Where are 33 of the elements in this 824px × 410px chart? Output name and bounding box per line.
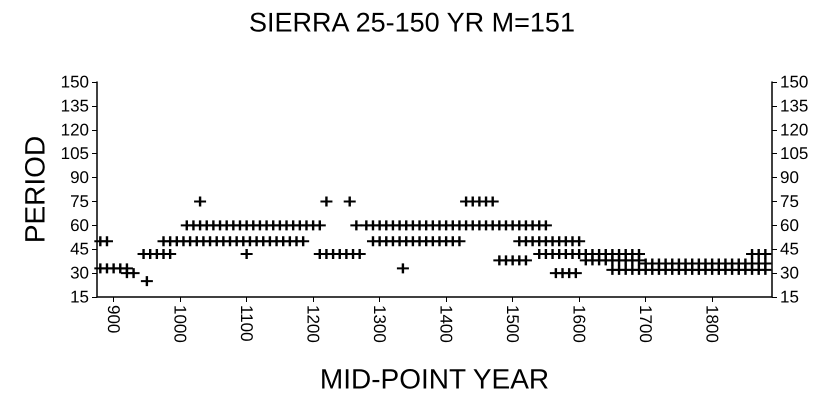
- x-tick-label: 1800: [702, 305, 722, 343]
- y-tick-label: 135: [60, 96, 89, 116]
- y2-tick-label: 75: [780, 192, 799, 211]
- y-axis-title: PERIOD: [20, 136, 50, 244]
- y-tick-label: 45: [70, 240, 89, 259]
- y2-tick-label: 60: [780, 216, 799, 235]
- y-tick-label: 15: [70, 288, 89, 306]
- x-tick-label: 1500: [503, 305, 522, 343]
- y2-tick-label: 150: [780, 72, 808, 92]
- y-tick-label: 30: [70, 264, 89, 283]
- x-tick-label: 900: [104, 305, 124, 334]
- y2-tick-label: 90: [780, 168, 799, 188]
- x-tick-label: 1300: [370, 305, 390, 343]
- y2-tick-label: 15: [780, 288, 799, 306]
- y-tick-label: 90: [70, 168, 89, 188]
- x-axis-title: MID-POINT YEAR: [320, 364, 550, 394]
- y2-tick-label: 45: [780, 240, 799, 259]
- x-tick-label: 1200: [304, 305, 323, 343]
- x-tick-label: 1600: [570, 305, 589, 343]
- y2-tick-label: 105: [780, 144, 808, 164]
- chart-title: SIERRA 25-150 YR M=151: [249, 8, 575, 38]
- x-tick-label: 1400: [436, 305, 456, 343]
- y-tick-label: 120: [60, 120, 89, 140]
- x-tick-label: 1100: [237, 305, 256, 342]
- x-tick-label: 1000: [170, 305, 190, 343]
- y2-tick-label: 30: [780, 264, 799, 283]
- y2-tick-label: 135: [780, 96, 808, 116]
- y-tick-label: 150: [60, 72, 89, 92]
- y2-tick-label: 120: [780, 120, 808, 140]
- x-tick-label: 1700: [636, 305, 656, 343]
- y-tick-label: 75: [70, 192, 89, 211]
- y-tick-label: 60: [70, 216, 89, 235]
- y-tick-label: 105: [60, 144, 89, 164]
